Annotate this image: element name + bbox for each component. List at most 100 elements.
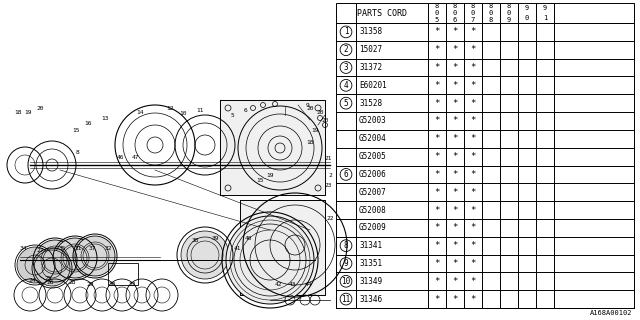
Text: *: * <box>452 116 458 125</box>
Text: 9: 9 <box>507 17 511 23</box>
Text: 0: 0 <box>435 10 439 16</box>
Text: *: * <box>452 223 458 232</box>
Text: 8: 8 <box>76 149 80 155</box>
Text: 20: 20 <box>321 117 329 123</box>
Text: *: * <box>470 223 476 232</box>
Text: 39: 39 <box>211 236 219 241</box>
Text: *: * <box>435 277 440 286</box>
Text: *: * <box>435 170 440 179</box>
Text: *: * <box>435 259 440 268</box>
Text: 19: 19 <box>24 109 32 115</box>
Text: *: * <box>470 170 476 179</box>
Text: *: * <box>470 241 476 250</box>
Text: 6: 6 <box>243 108 247 113</box>
Text: 8: 8 <box>344 241 348 250</box>
Text: *: * <box>435 241 440 250</box>
Circle shape <box>17 247 53 283</box>
Text: 31351: 31351 <box>359 259 382 268</box>
Text: 32: 32 <box>104 245 112 251</box>
Text: 9: 9 <box>344 259 348 268</box>
Text: 7: 7 <box>471 17 475 23</box>
Text: *: * <box>435 28 440 36</box>
Text: *: * <box>452 170 458 179</box>
Text: E60201: E60201 <box>359 81 387 90</box>
Text: *: * <box>452 295 458 304</box>
Text: *: * <box>470 205 476 214</box>
Text: 19: 19 <box>266 172 274 178</box>
Text: *: * <box>452 259 458 268</box>
Text: G52003: G52003 <box>359 116 387 125</box>
Text: 1: 1 <box>344 28 348 36</box>
Text: *: * <box>435 134 440 143</box>
Text: 6: 6 <box>453 17 457 23</box>
Text: 29: 29 <box>86 283 93 287</box>
Text: *: * <box>452 45 458 54</box>
Text: 20: 20 <box>307 106 314 110</box>
Text: 43: 43 <box>288 283 296 287</box>
Text: *: * <box>452 99 458 108</box>
Text: 23: 23 <box>324 182 332 188</box>
Text: 10: 10 <box>341 277 351 286</box>
Text: PARTS CORD: PARTS CORD <box>357 9 407 18</box>
Text: 31528: 31528 <box>359 99 382 108</box>
Text: 30: 30 <box>108 283 116 287</box>
Text: 31: 31 <box>74 245 82 251</box>
Text: 35: 35 <box>58 245 66 251</box>
Text: *: * <box>452 81 458 90</box>
Text: 1: 1 <box>543 15 547 21</box>
Circle shape <box>55 238 95 278</box>
Text: *: * <box>452 241 458 250</box>
Text: G52007: G52007 <box>359 188 387 197</box>
Text: 4: 4 <box>344 81 348 90</box>
Text: 0: 0 <box>507 10 511 16</box>
Text: *: * <box>435 116 440 125</box>
Text: *: * <box>470 99 476 108</box>
Text: *: * <box>452 277 458 286</box>
Text: 9: 9 <box>543 5 547 11</box>
Text: *: * <box>470 45 476 54</box>
Text: *: * <box>435 205 440 214</box>
Text: 9: 9 <box>306 102 310 108</box>
Circle shape <box>181 231 229 279</box>
Text: 2: 2 <box>328 172 332 178</box>
Text: 24: 24 <box>28 277 36 283</box>
Text: 31372: 31372 <box>359 63 382 72</box>
Text: 0: 0 <box>489 10 493 16</box>
Polygon shape <box>240 200 325 295</box>
Text: 31346: 31346 <box>359 295 382 304</box>
Text: 37: 37 <box>88 245 96 251</box>
Text: *: * <box>470 116 476 125</box>
Text: *: * <box>470 152 476 161</box>
Text: *: * <box>452 188 458 197</box>
Text: *: * <box>452 205 458 214</box>
Text: *: * <box>452 152 458 161</box>
Text: 9: 9 <box>525 5 529 11</box>
Text: *: * <box>452 28 458 36</box>
Text: 0: 0 <box>471 10 475 16</box>
Text: *: * <box>470 188 476 197</box>
Text: 5: 5 <box>230 113 234 117</box>
Text: *: * <box>470 81 476 90</box>
Text: 10: 10 <box>179 110 187 116</box>
Text: 34: 34 <box>19 245 27 251</box>
Text: *: * <box>452 134 458 143</box>
Text: 42: 42 <box>275 283 282 287</box>
Text: 11: 11 <box>341 295 351 304</box>
Text: 8: 8 <box>507 3 511 9</box>
Text: *: * <box>435 223 440 232</box>
Text: 38: 38 <box>191 237 199 243</box>
Text: 22: 22 <box>326 215 333 220</box>
Text: 2: 2 <box>344 45 348 54</box>
Text: G52006: G52006 <box>359 170 387 179</box>
Text: 8: 8 <box>471 3 475 9</box>
Text: *: * <box>435 63 440 72</box>
Text: 13: 13 <box>101 116 109 121</box>
Text: 3: 3 <box>344 63 348 72</box>
Text: 20: 20 <box>36 106 44 110</box>
Text: *: * <box>435 81 440 90</box>
Text: *: * <box>435 45 440 54</box>
Text: 33: 33 <box>128 283 136 287</box>
Text: 5: 5 <box>435 17 439 23</box>
Text: 21: 21 <box>324 156 332 161</box>
Text: G52005: G52005 <box>359 152 387 161</box>
